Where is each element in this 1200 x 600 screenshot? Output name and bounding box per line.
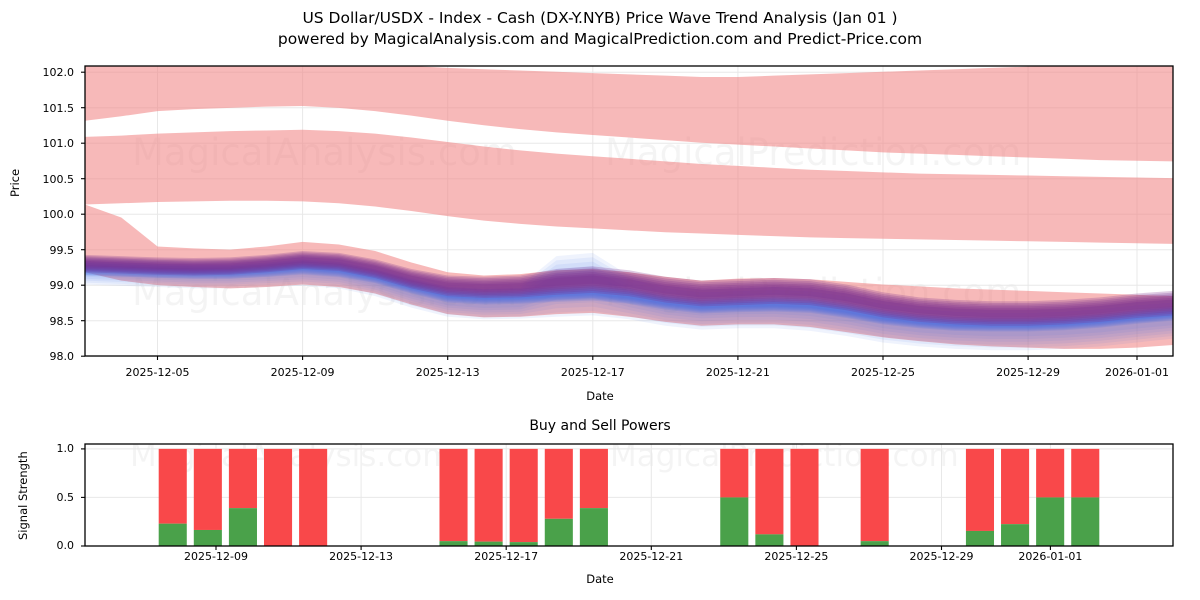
sell-power-bar[interactable]: [579, 448, 608, 509]
sell-power-bar[interactable]: [158, 448, 187, 524]
outer-blue-envelope-layer-1: [85, 256, 1173, 348]
sub-xtick-5: 2025-12-29: [909, 550, 974, 563]
main-ytick-102-0: 102.0: [42, 66, 75, 79]
sell-power-bar[interactable]: [1001, 448, 1030, 525]
main-xtick-1: 2025-12-09: [270, 366, 335, 379]
buy-power-bar[interactable]: [544, 518, 573, 546]
buy-power-bar[interactable]: [474, 541, 503, 546]
sub-ytick-0-5: 0.5: [56, 490, 75, 504]
sub-xtick-3: 2025-12-21: [619, 550, 684, 563]
sub-axes-frame: [84, 443, 1174, 547]
sell-power-bar[interactable]: [860, 448, 889, 542]
sell-power-bar[interactable]: [439, 448, 468, 542]
support-envelope-band: [85, 204, 1173, 349]
purple-core-band-layer-3: [85, 254, 1173, 321]
sell-power-bar[interactable]: [544, 448, 573, 519]
buy-power-bar[interactable]: [965, 530, 995, 546]
sub-y-axis-label: Signal Strength: [16, 451, 30, 540]
sell-power-bar[interactable]: [193, 448, 222, 530]
buy-power-bar[interactable]: [1071, 497, 1100, 546]
sub-ytick-1-0: 1.0: [56, 442, 75, 455]
main-xtick-2: 2025-12-13: [415, 366, 480, 379]
main-ytick-98-0: 98.0: [49, 350, 75, 363]
main-y-axis-label: Price: [8, 168, 22, 197]
buy-power-bar[interactable]: [1036, 497, 1065, 546]
sell-power-bar[interactable]: [263, 448, 293, 546]
buy-power-bar[interactable]: [1001, 524, 1030, 546]
sub-xticks: [215, 546, 1051, 550]
main-ytick-100-5: 100.5: [42, 172, 75, 186]
sub-xtick-2: 2025-12-17: [474, 550, 539, 563]
main-xticks: [156, 356, 1138, 360]
outer-blue-envelope-layer-2: [85, 259, 1173, 345]
buy-power-bar[interactable]: [720, 497, 749, 546]
buy-power-bar[interactable]: [193, 529, 222, 546]
sub-x-axis-label: Date: [586, 572, 614, 586]
buy-power-bar[interactable]: [755, 534, 784, 546]
price-wave-chart: MagicalAnalysis.com MagicalPrediction.co…: [81, 65, 1174, 360]
purple-core-band-layer-2: [85, 253, 1173, 323]
purple-core-band-layer-1: [85, 252, 1173, 324]
buy-power-bar[interactable]: [860, 541, 889, 546]
buy-power-bar[interactable]: [439, 541, 468, 546]
inner-blue-envelope-layer-3: [85, 262, 1173, 329]
main-xtick-4: 2025-12-21: [705, 366, 770, 379]
upper-resistance-band: [85, 66, 1173, 162]
sub-xtick-1: 2025-12-13: [329, 550, 394, 563]
main-yticks: [81, 71, 85, 357]
sell-power-bar[interactable]: [474, 448, 503, 542]
main-x-axis-label: Date: [586, 389, 614, 403]
buy-power-bar[interactable]: [509, 542, 538, 546]
sell-power-bar[interactable]: [965, 448, 995, 531]
main-xtick-3: 2025-12-17: [560, 366, 625, 379]
mid-resistance-band: [85, 129, 1173, 244]
inner-blue-envelope-layer-1: [85, 260, 1173, 331]
outer-blue-envelope-layer-0: [85, 252, 1173, 351]
sub-xtick-6: 2026-01-01: [1018, 550, 1083, 563]
outer-blue-envelope-layer-3: [85, 261, 1173, 342]
sub-xtick-4: 2025-12-25: [764, 550, 829, 563]
sell-power-bar[interactable]: [299, 448, 328, 546]
purple-core-band-layer-0: [85, 250, 1173, 326]
subchart-title: Buy and Sell Powers: [529, 418, 671, 434]
sub-yticks: [81, 448, 85, 547]
purple-core-band-layer-4: [85, 256, 1173, 319]
buy-power-bar[interactable]: [158, 523, 187, 546]
inner-blue-envelope-layer-2: [85, 261, 1173, 330]
inner-blue-envelope-layer-4: [85, 263, 1173, 328]
sell-power-bar[interactable]: [755, 448, 784, 535]
main-ytick-100-0: 100.0: [42, 208, 75, 221]
sell-power-bar[interactable]: [228, 448, 257, 509]
inner-blue-envelope-layer-5: [85, 264, 1173, 327]
buy-power-bar[interactable]: [228, 508, 257, 546]
sub-ytick-0-0: 0.0: [56, 539, 75, 552]
main-ytick-101-0: 101.0: [42, 137, 75, 150]
sell-power-bar[interactable]: [1036, 448, 1065, 498]
sell-power-bar[interactable]: [720, 448, 749, 498]
sub-xtick-0: 2025-12-09: [184, 550, 248, 563]
main-ytick-101-5: 101.5: [42, 101, 75, 115]
sell-power-bar[interactable]: [1071, 448, 1100, 498]
outer-blue-envelope-layer-4: [85, 263, 1173, 340]
main-data-areas: [85, 66, 1173, 351]
buy-sell-powers-chart: MagicalAnalysis.com MagicalPrediction.co…: [81, 443, 1174, 550]
main-xtick-5: 2025-12-25: [851, 366, 915, 379]
sell-power-bar[interactable]: [790, 448, 819, 546]
main-xtick-7: 2026-01-01: [1105, 366, 1169, 379]
inner-blue-envelope-layer-0: [85, 259, 1173, 332]
main-ytick-98-5: 98.5: [49, 314, 75, 328]
main-ytick-99-0: 99.0: [49, 279, 75, 292]
main-axes-frame: [84, 65, 1174, 357]
purple-core-band-layer-5: [85, 257, 1173, 318]
main-xtick-0: 2025-12-05: [125, 366, 190, 379]
sell-power-bar[interactable]: [509, 448, 538, 543]
outer-blue-envelope-layer-5: [85, 265, 1173, 337]
signal-bars-group: [158, 448, 1100, 546]
buy-power-bar[interactable]: [579, 508, 608, 546]
main-xtick-6: 2025-12-29: [996, 366, 1061, 379]
main-ytick-99-5: 99.5: [49, 243, 75, 257]
